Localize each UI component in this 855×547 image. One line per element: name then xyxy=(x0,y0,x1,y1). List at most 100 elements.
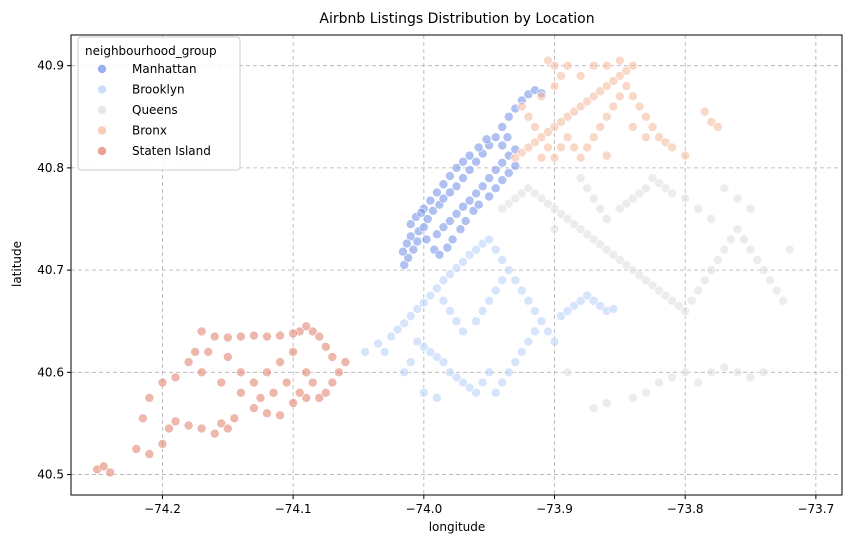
data-point xyxy=(699,106,710,117)
data-point xyxy=(425,347,436,357)
data-point xyxy=(314,331,325,342)
data-point xyxy=(419,341,429,352)
data-point xyxy=(249,377,259,388)
data-point xyxy=(699,275,710,286)
chart-title: Airbnb Listings Distribution by Location xyxy=(319,11,594,27)
data-point xyxy=(405,357,416,367)
data-point xyxy=(654,132,664,143)
data-point xyxy=(405,311,416,321)
data-point xyxy=(458,326,468,337)
data-point xyxy=(582,142,592,153)
data-point xyxy=(144,393,155,403)
data-point xyxy=(641,111,651,122)
data-point xyxy=(608,249,619,260)
x-tick-label: −73.7 xyxy=(797,502,834,516)
data-point xyxy=(621,198,632,209)
data-point xyxy=(615,91,625,102)
data-point xyxy=(530,306,540,316)
data-point xyxy=(412,336,423,347)
data-point xyxy=(556,142,566,153)
data-point xyxy=(575,152,586,163)
data-point xyxy=(680,367,690,378)
data-point xyxy=(438,179,449,190)
data-point xyxy=(314,393,325,403)
data-point xyxy=(608,304,619,314)
data-point xyxy=(275,357,285,367)
data-point xyxy=(321,341,331,352)
data-point xyxy=(464,249,475,260)
data-point xyxy=(288,398,298,408)
data-point xyxy=(523,142,534,153)
data-point xyxy=(536,316,547,327)
data-point xyxy=(484,295,494,306)
data-point xyxy=(471,244,481,255)
data-point xyxy=(458,377,468,388)
data-point xyxy=(510,161,521,171)
data-point xyxy=(601,150,612,161)
data-point xyxy=(421,234,432,245)
data-point xyxy=(170,416,181,427)
data-point xyxy=(464,165,475,175)
data-point xyxy=(451,372,462,383)
data-point xyxy=(425,290,436,301)
data-point xyxy=(502,132,513,143)
y-axis-label: latitude xyxy=(10,241,24,287)
data-point xyxy=(451,209,462,219)
data-point xyxy=(601,244,612,255)
data-point xyxy=(562,306,573,316)
data-point xyxy=(543,198,553,209)
data-point xyxy=(523,295,534,306)
y-tick-label: 40.7 xyxy=(37,263,64,277)
data-point xyxy=(275,330,285,341)
data-point xyxy=(628,193,638,204)
data-point xyxy=(556,117,566,127)
data-point xyxy=(595,122,606,132)
data-point xyxy=(445,306,455,316)
data-point xyxy=(543,55,553,66)
data-point xyxy=(451,163,462,173)
data-point xyxy=(497,122,508,132)
data-point xyxy=(503,168,514,178)
legend-marker xyxy=(97,125,107,136)
data-point xyxy=(196,326,207,337)
data-point xyxy=(503,198,514,209)
data-point xyxy=(549,81,560,91)
data-point xyxy=(628,122,638,132)
data-point xyxy=(321,387,331,398)
data-point xyxy=(517,188,527,199)
data-point xyxy=(686,295,697,306)
data-point xyxy=(745,203,756,214)
data-point xyxy=(588,403,599,413)
data-point xyxy=(549,224,560,235)
data-point xyxy=(503,265,514,275)
legend-marker xyxy=(97,84,107,95)
data-point xyxy=(608,101,619,112)
data-point xyxy=(422,214,433,224)
data-point xyxy=(471,156,481,167)
data-point xyxy=(536,132,547,143)
data-point xyxy=(601,60,612,71)
data-point xyxy=(634,270,645,281)
data-point xyxy=(517,347,527,357)
legend-label: Manhattan xyxy=(132,62,197,76)
data-point xyxy=(562,132,573,143)
data-point xyxy=(438,222,449,232)
data-point xyxy=(680,193,690,204)
data-point xyxy=(569,301,579,311)
data-point xyxy=(490,387,501,398)
data-point xyxy=(732,224,743,235)
data-point xyxy=(575,295,586,306)
data-point xyxy=(442,242,453,253)
data-point xyxy=(477,377,488,388)
data-point xyxy=(608,76,619,86)
data-point xyxy=(660,290,671,301)
data-point xyxy=(471,188,481,199)
data-point xyxy=(477,306,488,316)
data-point xyxy=(647,173,658,183)
data-point xyxy=(601,398,612,408)
data-point xyxy=(458,173,468,183)
data-point xyxy=(523,111,534,122)
data-point xyxy=(530,188,540,199)
